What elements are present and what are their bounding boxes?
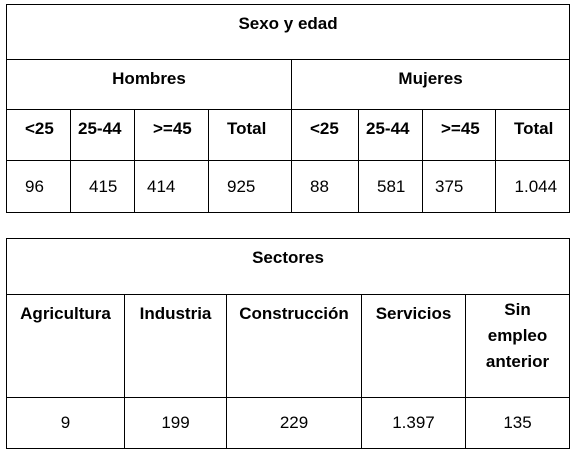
sector-value-agricultura: 9 (6, 397, 125, 449)
sector-header-industria: Industria (124, 294, 227, 398)
group-header-men: Hombres (6, 59, 292, 110)
age-header-men-under25: <25 (6, 109, 71, 161)
sector-value-servicios: 1.397 (361, 397, 466, 449)
sector-header-construccion: Construcción (226, 294, 362, 398)
table-title: Sectores (5, 238, 571, 295)
age-header-men-total: Total (208, 109, 292, 161)
value-men-25-44: 415 (70, 160, 135, 213)
age-header-women-25-44: 25-44 (358, 109, 423, 161)
value-men-total: 925 (208, 160, 292, 213)
value-women-total: 1.044 (494, 160, 571, 213)
group-header-women: Mujeres (290, 59, 571, 110)
header-line: empleo (487, 326, 548, 345)
value-women-25-44: 581 (358, 160, 423, 213)
sector-value-construccion: 229 (226, 397, 362, 449)
table-sexo-edad: Sexo y edad Hombres Mujeres <25 25-44 >=… (5, 4, 571, 213)
sector-header-sin-empleo-anterior: Sin empleo anterior (464, 294, 571, 398)
value-women-under25: 88 (291, 160, 359, 213)
table-sectores: Sectores Agricultura Industria Construcc… (5, 238, 571, 449)
value-men-under25: 96 (6, 160, 71, 213)
age-header-men-25-44: 25-44 (70, 109, 135, 161)
value-women-45plus: 375 (422, 160, 496, 213)
sector-header-agricultura: Agricultura (6, 294, 125, 398)
value-men-45plus: 414 (134, 160, 209, 213)
sector-header-servicios: Servicios (361, 294, 466, 398)
age-header-men-45plus: >=45 (134, 109, 209, 161)
table-title: Sexo y edad (5, 4, 571, 60)
header-line: anterior (485, 352, 550, 371)
age-header-women-45plus: >=45 (422, 109, 496, 161)
age-header-women-total: Total (494, 109, 571, 161)
header-line: Sin (504, 300, 531, 319)
sector-value-sin-empleo-anterior: 135 (464, 397, 571, 449)
age-header-women-under25: <25 (291, 109, 359, 161)
sector-value-industria: 199 (124, 397, 227, 449)
